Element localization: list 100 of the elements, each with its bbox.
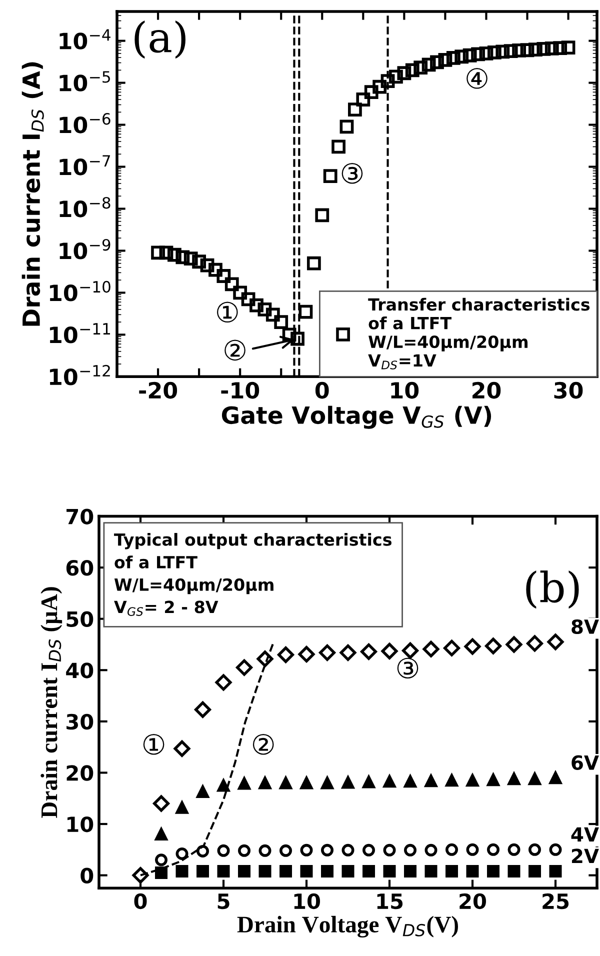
point [404,775,416,788]
point [508,864,520,878]
point [438,53,452,67]
point [362,864,375,878]
point [446,843,458,856]
point [508,843,520,856]
point [389,70,403,84]
point [298,304,313,319]
point [321,844,334,856]
point [342,844,354,856]
series-label: 6V [572,755,599,770]
y-tick-label: 10 [68,816,94,832]
y-axis-title: Drain current I$_{DS}$ (A) [22,62,44,326]
point [277,646,294,663]
point [315,208,330,222]
point [466,774,479,787]
annotation: ④ [466,68,488,89]
point [549,864,562,878]
x-tick-label: 0 [134,893,147,910]
x-axis-title: Drain Voltage V$_{DS}$(V) [237,916,458,938]
point [280,844,292,857]
y-tick-label: 70 [66,508,94,524]
point [424,864,438,878]
point [318,644,336,661]
point [547,634,564,650]
point [383,775,396,788]
legend-label: 4V [571,827,599,842]
point [151,246,165,260]
y-tick-label: 30 [66,714,94,730]
point [224,277,239,292]
point [208,262,222,277]
annotation: Typical output characteristics of a LTFT W/L=40μm/20μm V$_{GS}$= 2 - 8V [114,532,392,616]
point [280,864,292,878]
point [364,85,378,100]
point [241,292,256,306]
point [484,638,502,654]
point [167,248,182,262]
point [446,864,458,878]
annotation: (b) [526,570,579,609]
point [155,866,168,879]
point [238,864,250,878]
point [258,864,272,878]
point [215,674,232,691]
point [176,864,188,878]
point [536,42,551,56]
point [487,843,500,856]
point [422,640,440,658]
y-tick-label: 60 [66,560,94,576]
point [340,644,356,661]
x-tick-label: 15 [377,894,403,910]
point [508,772,520,786]
point [256,650,274,668]
point [342,864,354,878]
y-tick-label: 10$^{−4}$ [60,29,110,50]
point [404,864,416,878]
point [321,864,334,878]
point [174,740,190,757]
point [362,776,375,788]
point [487,864,500,878]
point [471,47,485,62]
x-tick-label: 25 [542,893,569,910]
point [342,776,354,789]
point [238,777,250,790]
point [383,864,396,878]
x-tick-label: 30 [554,382,583,399]
legend-label: 8V [572,619,599,634]
annotation: ③ [342,162,363,184]
point [496,44,510,59]
point [549,772,562,784]
point [479,46,494,60]
point [561,40,576,55]
y-axis-title: Drain current I$_{DS}$ (μA) [40,587,62,818]
point [196,844,209,858]
point [300,864,313,878]
point [414,60,428,75]
point [300,776,313,790]
point [528,843,541,856]
point [462,48,477,62]
point [356,92,370,106]
x-tick-label: 0 [315,382,329,399]
point [176,848,188,860]
annotation: ③ [397,658,418,679]
annotation: ① [217,302,238,323]
annotation: ② [252,734,274,755]
point [520,43,534,58]
point [487,774,500,786]
point [196,864,209,878]
point [306,256,321,270]
point [402,642,419,659]
y-tick-label: 20 [66,765,94,781]
point [176,801,188,814]
x-tick-label: -20 [139,382,178,399]
point [233,286,248,300]
point [383,844,396,856]
point [323,169,338,184]
legend-label: Transfer characteristics of a LTFT W/L=40μm/20μm V$_{DS}$=1V [368,298,590,370]
point [216,269,231,283]
point [526,635,544,652]
y-tick-label: 10$^{−7}$ [60,155,110,176]
y-tick-label: 10$^{−8}$ [60,196,110,218]
